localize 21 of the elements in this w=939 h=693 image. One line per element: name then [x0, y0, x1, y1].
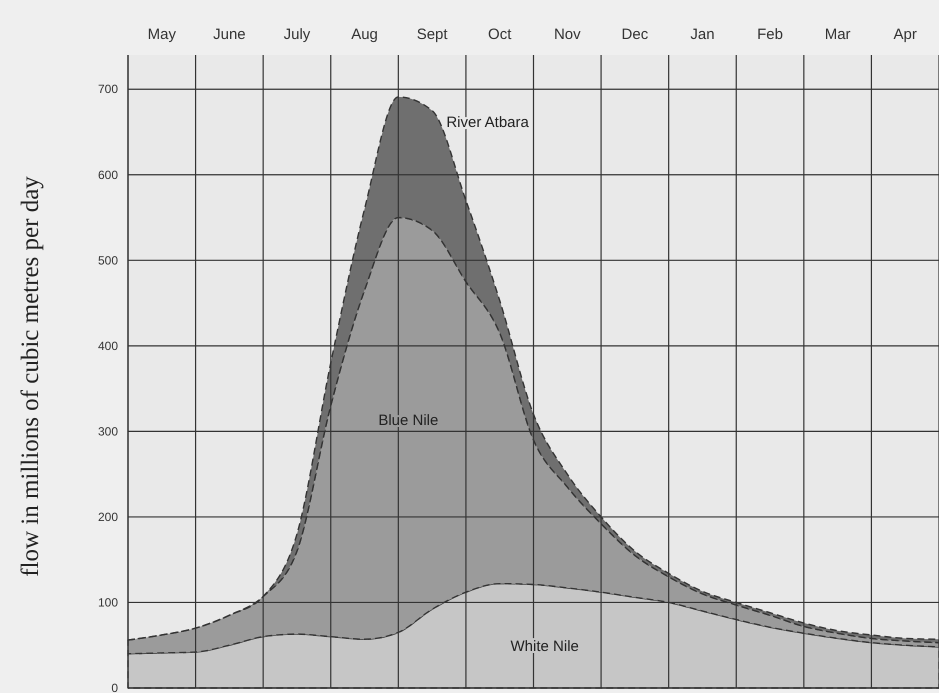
y-tick-label: 500 — [98, 253, 118, 268]
y-tick-label: 0 — [111, 681, 118, 693]
y-tick-label: 700 — [98, 82, 118, 96]
x-tick-label: Oct — [488, 26, 512, 43]
y-tick-label: 300 — [98, 424, 118, 438]
x-tick-label: Feb — [757, 26, 783, 43]
x-tick-label: June — [213, 26, 246, 43]
y-tick-label: 200 — [98, 510, 118, 524]
x-tick-label: Aug — [351, 26, 378, 43]
y-tick-label: 100 — [98, 595, 118, 610]
x-tick-label: Sept — [416, 26, 448, 43]
x-tick-label: Mar — [824, 26, 851, 43]
x-tick-label: Nov — [554, 26, 582, 43]
y-tick-label: 400 — [98, 338, 118, 353]
y-tick-label: 600 — [98, 168, 118, 182]
y-axis-title: flow in millions of cubic metres per day — [17, 176, 44, 577]
x-tick-label: July — [284, 26, 311, 43]
x-tick-label: Dec — [622, 26, 649, 43]
x-tick-label: May — [148, 26, 176, 43]
x-tick-label: Apr — [894, 26, 917, 43]
x-tick-label: Jan — [690, 26, 715, 43]
